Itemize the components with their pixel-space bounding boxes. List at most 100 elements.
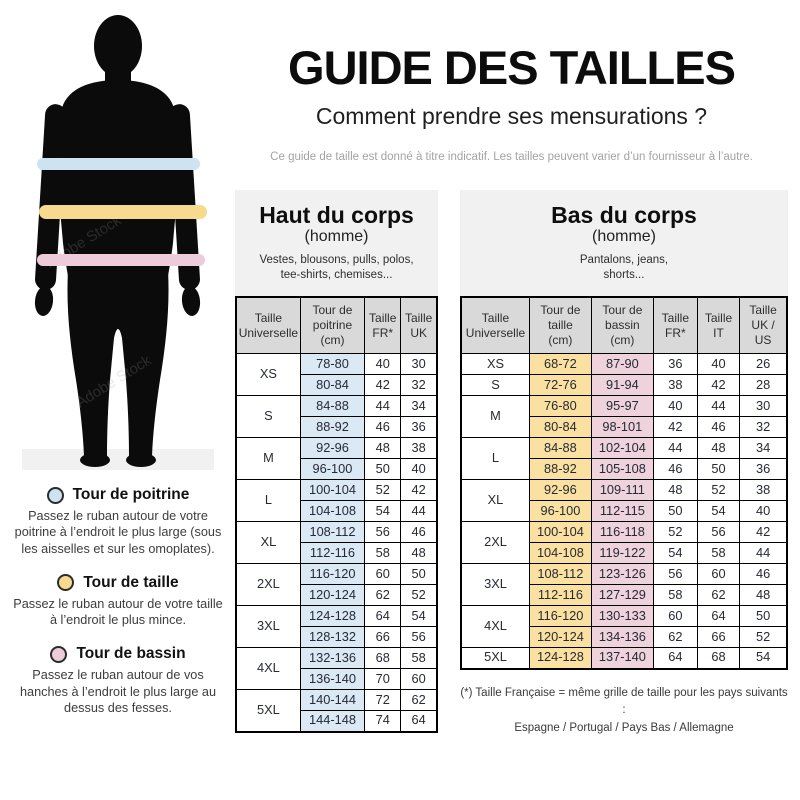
value-cell: 62 xyxy=(364,584,402,606)
size-table-lower: Taille Universelle Tour de taille (cm) Tou… xyxy=(460,296,788,670)
value-cell: 40 xyxy=(739,500,788,522)
value-cell: 58 xyxy=(652,584,698,606)
value-cell: 30 xyxy=(739,395,788,417)
value-cell: 46 xyxy=(364,416,402,438)
value-cell: 120-124 xyxy=(299,584,366,606)
value-cell: 56 xyxy=(652,563,698,585)
value-cell: 137-140 xyxy=(590,647,654,669)
table-row: XL 92-96 109-111 48 52 38 xyxy=(460,479,788,522)
table-row: S 72-76 91-94 38 42 28 xyxy=(460,374,788,396)
header-row: Taille Universelle Tour de taille (cm) Tou… xyxy=(460,296,788,354)
column-header: Tour de taille (cm) xyxy=(528,296,592,354)
size-cell: 3XL xyxy=(460,563,530,606)
column-header: Taille UK xyxy=(400,296,438,354)
value-cell: 42 xyxy=(400,479,438,501)
table-row: 4XL 116-120 130-133 60 64 50 xyxy=(460,605,788,648)
chest-dot-icon xyxy=(46,486,64,504)
body-silhouette: Adobe Stock Adobe Stock xyxy=(22,15,214,470)
table-row: M 92-96 48 38 xyxy=(235,437,438,480)
value-cell: 78-80 xyxy=(299,353,366,375)
value-cell: 44 xyxy=(364,395,402,417)
section-gender: (homme) xyxy=(304,227,369,245)
value-cell: 112-115 xyxy=(590,500,654,522)
value-cell: 87-90 xyxy=(590,353,654,375)
value-cell: 36 xyxy=(400,416,438,438)
table-row: L 84-88 102-104 44 48 34 xyxy=(460,437,788,480)
legend-item-waist: Tour de taille Passez le ruban autour de… xyxy=(12,574,224,629)
body-silhouette-figure: Adobe Stock Adobe Stock xyxy=(10,8,225,474)
value-cell: 105-108 xyxy=(590,458,654,480)
value-cell: 84-88 xyxy=(528,437,592,459)
legend-text: Passez le ruban autour de votre poitrine… xyxy=(14,509,222,556)
table-row: XS 68-72 87-90 36 40 26 xyxy=(460,353,788,375)
value-cell: 116-120 xyxy=(299,563,366,585)
size-cell: XL xyxy=(235,521,301,564)
value-cell: 116-120 xyxy=(528,605,592,627)
value-cell: 91-94 xyxy=(590,374,654,396)
value-cell: 40 xyxy=(696,353,741,375)
waist-band xyxy=(39,205,207,219)
value-cell: 40 xyxy=(364,353,402,375)
value-cell: 52 xyxy=(364,479,402,501)
section-panel: Haut du corps (homme) Vestes, blousons, … xyxy=(235,190,438,296)
legend-item-hips: Tour de bassin Passez le ruban autour de… xyxy=(12,645,224,716)
value-cell: 48 xyxy=(364,437,402,459)
value-cell: 76-80 xyxy=(528,395,592,417)
value-cell: 66 xyxy=(364,626,402,648)
value-cell: 52 xyxy=(400,584,438,606)
value-cell: 50 xyxy=(739,605,788,627)
value-cell: 38 xyxy=(652,374,698,396)
chest-band xyxy=(37,158,200,170)
value-cell: 116-118 xyxy=(590,521,654,543)
table-row: 144-148 74 64 xyxy=(236,710,438,732)
value-cell: 36 xyxy=(739,458,788,480)
table-row: M 76-80 95-97 40 44 30 xyxy=(460,395,788,438)
value-cell: 32 xyxy=(400,374,438,396)
legend-text: Passez le ruban autour de votre taille à… xyxy=(13,596,223,627)
value-cell: 50 xyxy=(364,458,402,480)
value-cell: 112-116 xyxy=(528,584,592,606)
value-cell: 60 xyxy=(400,668,438,690)
column-header: Taille FR* xyxy=(652,296,698,354)
size-cell: L xyxy=(235,479,301,522)
section-lower-body: Bas du corps (homme) Pantalons, jeans, s… xyxy=(460,190,788,738)
column-header: Tour de bassin (cm) xyxy=(590,296,654,354)
table-row: 112-116 127-129 58 62 48 xyxy=(461,584,788,606)
value-cell: 119-122 xyxy=(590,542,654,564)
value-cell: 54 xyxy=(364,500,402,522)
value-cell: 42 xyxy=(696,374,741,396)
value-cell: 40 xyxy=(652,395,698,417)
table-row: 120-124 134-136 62 66 52 xyxy=(461,626,788,648)
size-cell: XS xyxy=(460,353,530,375)
value-cell: 64 xyxy=(696,605,741,627)
column-header: Tour de poitrine (cm) xyxy=(299,296,366,354)
size-table-upper: Taille Universelle Tour de poitrine (cm) T… xyxy=(235,296,438,733)
value-cell: 124-128 xyxy=(528,647,592,669)
table-row: L 100-104 52 42 xyxy=(235,479,438,522)
value-cell: 58 xyxy=(364,542,402,564)
section-title: Haut du corps xyxy=(259,201,414,228)
waist-dot-icon xyxy=(57,574,75,592)
value-cell: 92-96 xyxy=(528,479,592,501)
value-cell: 50 xyxy=(696,458,741,480)
value-cell: 132-136 xyxy=(299,647,366,669)
floor-strip xyxy=(22,449,214,470)
legend-text: Passez le ruban autour de vos hanches à … xyxy=(19,668,217,715)
legend-title: Tour de bassin xyxy=(76,645,186,663)
section-panel: Bas du corps (homme) Pantalons, jeans, s… xyxy=(460,190,788,296)
value-cell: 100-104 xyxy=(299,479,366,501)
size-cell: 2XL xyxy=(235,563,301,606)
footnote: (*) Taille Française = même grille de ta… xyxy=(460,685,788,738)
value-cell: 48 xyxy=(652,479,698,501)
value-cell: 62 xyxy=(696,584,741,606)
page-header: GUIDE DES TAILLES Comment prendre ses me… xyxy=(233,40,790,163)
hips-band xyxy=(37,254,205,266)
value-cell: 128-132 xyxy=(299,626,366,648)
value-cell: 88-92 xyxy=(299,416,366,438)
value-cell: 58 xyxy=(400,647,438,669)
table-row: 120-124 62 52 xyxy=(236,584,438,606)
value-cell: 26 xyxy=(739,353,788,375)
measurement-legend: Tour de poitrine Passez le ruban autour … xyxy=(12,486,224,733)
value-cell: 68 xyxy=(696,647,741,669)
